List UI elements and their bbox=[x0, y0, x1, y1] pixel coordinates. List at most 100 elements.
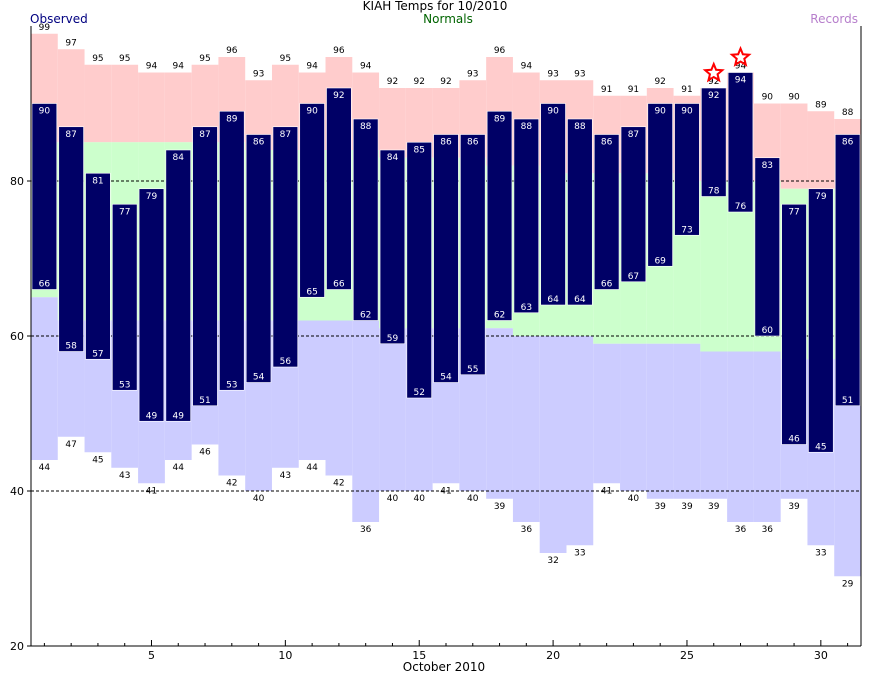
observed-low-label: 52 bbox=[413, 388, 424, 398]
record-high-label: 94 bbox=[360, 62, 372, 72]
observed-low-label: 66 bbox=[333, 280, 345, 290]
record-low-label: 40 bbox=[253, 494, 265, 504]
observed-low-label: 49 bbox=[146, 411, 158, 421]
record-low-label: 44 bbox=[306, 463, 318, 473]
record-low-label: 46 bbox=[199, 448, 211, 458]
record-low-label: 36 bbox=[735, 525, 747, 535]
observed-high-label: 90 bbox=[306, 107, 318, 117]
observed-bar bbox=[192, 126, 218, 407]
record-low-label: 39 bbox=[788, 502, 800, 512]
record-high-label: 92 bbox=[708, 77, 719, 87]
record-high-label: 92 bbox=[440, 77, 451, 87]
record-low-label: 44 bbox=[173, 463, 185, 473]
record-high-label: 96 bbox=[494, 46, 506, 56]
record-low-label: 44 bbox=[39, 463, 51, 473]
observed-low-label: 51 bbox=[842, 396, 853, 406]
observed-low-label: 54 bbox=[253, 373, 265, 383]
observed-bar bbox=[352, 118, 379, 321]
record-high-band bbox=[84, 64, 112, 143]
x-tick-label: 15 bbox=[412, 649, 426, 662]
record-high-band bbox=[164, 72, 192, 143]
record-low-label: 36 bbox=[521, 525, 533, 535]
record-low-band bbox=[593, 343, 621, 484]
observed-low-label: 64 bbox=[547, 295, 559, 305]
record-low-band bbox=[352, 320, 380, 522]
record-high-band bbox=[780, 103, 808, 189]
observed-bars bbox=[31, 72, 861, 453]
observed-bar bbox=[165, 149, 191, 422]
record-high-label: 90 bbox=[788, 93, 800, 103]
observed-bar bbox=[513, 118, 540, 314]
record-low-band bbox=[298, 320, 326, 460]
record-low-label: 36 bbox=[360, 525, 372, 535]
record-low-band bbox=[566, 336, 594, 546]
record-high-label: 91 bbox=[628, 85, 639, 95]
observed-bar bbox=[781, 203, 807, 445]
observed-high-label: 86 bbox=[440, 138, 452, 148]
record-high-label: 90 bbox=[762, 93, 774, 103]
record-low-band bbox=[325, 320, 353, 476]
record-high-label: 91 bbox=[681, 85, 692, 95]
observed-low-label: 55 bbox=[467, 365, 478, 375]
observed-bar bbox=[31, 103, 58, 290]
record-low-band bbox=[486, 328, 513, 499]
record-high-label: 94 bbox=[146, 62, 158, 72]
record-low-label: 32 bbox=[547, 556, 558, 566]
record-low-label: 36 bbox=[762, 525, 774, 535]
observed-bar bbox=[112, 203, 138, 391]
observed-low-label: 63 bbox=[521, 303, 532, 313]
y-tick-label: 60 bbox=[10, 330, 24, 343]
record-low-label: 39 bbox=[708, 502, 720, 512]
record-high-label: 92 bbox=[654, 77, 665, 87]
record-high-label: 93 bbox=[253, 69, 264, 79]
record-low-label: 41 bbox=[440, 486, 451, 496]
observed-bar bbox=[486, 110, 513, 321]
observed-high-label: 84 bbox=[173, 153, 185, 163]
observed-high-label: 87 bbox=[65, 130, 76, 140]
observed-bar bbox=[567, 118, 593, 306]
record-high-label: 88 bbox=[842, 108, 854, 118]
record-low-label: 40 bbox=[467, 494, 479, 504]
observed-high-label: 85 bbox=[413, 145, 424, 155]
observed-bar bbox=[299, 103, 325, 298]
observed-high-label: 79 bbox=[815, 192, 827, 202]
record-high-label: 93 bbox=[467, 69, 478, 79]
record-high-band bbox=[807, 111, 835, 189]
observed-high-label: 77 bbox=[119, 207, 130, 217]
observed-low-label: 66 bbox=[601, 280, 613, 290]
record-low-label: 43 bbox=[280, 471, 291, 481]
x-tick-label: 5 bbox=[148, 649, 155, 662]
observed-high-label: 87 bbox=[280, 130, 291, 140]
observed-low-label: 53 bbox=[119, 380, 130, 390]
observed-bar bbox=[808, 188, 834, 453]
record-low-label: 39 bbox=[681, 502, 693, 512]
record-low-label: 42 bbox=[333, 479, 344, 489]
record-low-label: 29 bbox=[842, 579, 854, 589]
observed-low-label: 58 bbox=[65, 342, 77, 352]
record-high-label: 89 bbox=[815, 100, 827, 110]
observed-bar bbox=[540, 103, 566, 306]
observed-high-label: 92 bbox=[333, 91, 344, 101]
observed-high-label: 86 bbox=[842, 138, 854, 148]
record-low-label: 40 bbox=[628, 494, 640, 504]
observed-low-label: 67 bbox=[628, 272, 639, 282]
record-low-band bbox=[646, 343, 674, 499]
record-low-label: 45 bbox=[92, 455, 103, 465]
observed-bar bbox=[647, 103, 673, 267]
observed-high-label: 77 bbox=[788, 207, 799, 217]
record-low-band bbox=[753, 351, 781, 522]
observed-high-label: 90 bbox=[654, 107, 666, 117]
record-high-label: 99 bbox=[39, 23, 51, 33]
observed-low-label: 49 bbox=[173, 411, 185, 421]
observed-bar bbox=[326, 87, 352, 290]
record-high-label: 91 bbox=[601, 85, 612, 95]
x-tick-label: 30 bbox=[814, 649, 828, 662]
observed-low-label: 56 bbox=[280, 357, 292, 367]
observed-high-label: 92 bbox=[708, 91, 719, 101]
observed-high-label: 83 bbox=[762, 161, 773, 171]
y-tick-label: 40 bbox=[10, 485, 24, 498]
observed-bar bbox=[85, 172, 111, 360]
record-high-band bbox=[379, 88, 406, 158]
legend-observed: Observed bbox=[30, 12, 88, 26]
